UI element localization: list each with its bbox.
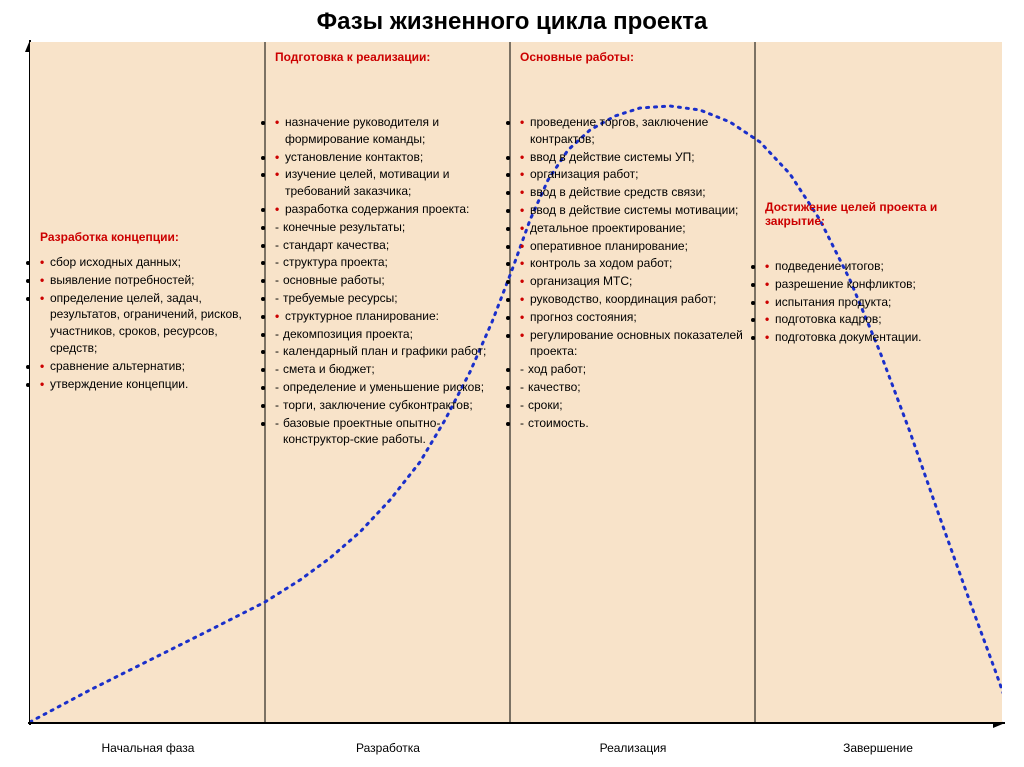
phase-item: базовые проектные опытно-конструктор-ски…: [275, 415, 500, 449]
phase-item: декомпозиция проекта;: [275, 326, 500, 343]
x-axis-label: Завершение: [843, 741, 913, 755]
phase-item: проведение торгов, заключение контрактов…: [520, 114, 745, 148]
phase-item: ввод в действие системы мотивации;: [520, 202, 745, 219]
phase-item: разрешение конфликтов;: [765, 276, 992, 293]
chart-area: Разработка концепции: сбор исходных данны…: [30, 42, 1002, 722]
phase-item: ввод в действие средств связи;: [520, 184, 745, 201]
x-axis-label: Разработка: [356, 741, 420, 755]
phase-item: выявление потребностей;: [40, 272, 255, 289]
phase-item: ввод в действие системы УП;: [520, 149, 745, 166]
x-axis-labels: Начальная фаза Разработка Реализация Заверш…: [30, 741, 1002, 761]
phase-item: подведение итогов;: [765, 258, 992, 275]
phase-item: структура проекта;: [275, 254, 500, 271]
phase-item: определение и уменьшение рисков;: [275, 379, 500, 396]
phase-item: организация работ;: [520, 166, 745, 183]
phase-item: оперативное планирование;: [520, 238, 745, 255]
page-title: Фазы жизненного цикла проекта: [0, 0, 1024, 40]
phase-items: проведение торгов, заключение контрактов…: [520, 114, 745, 431]
phase-item: подготовка кадров;: [765, 311, 992, 328]
phase-header: Достижение целей проекта и закрытие:: [765, 200, 992, 228]
phase-header: Основные работы:: [520, 50, 745, 64]
phase-item: регулирование основных показателей проек…: [520, 327, 745, 361]
phase-execution: Основные работы: проведение торгов, заклю…: [510, 42, 755, 722]
phase-item: испытания продукта;: [765, 294, 992, 311]
phase-item: разработка содержания проекта:: [275, 201, 500, 218]
phase-header: Подготовка к реализации:: [275, 50, 500, 64]
phase-item: утверждение концепции.: [40, 376, 255, 393]
x-axis-label: Реализация: [600, 741, 667, 755]
phase-items: назначение руководителя и формирование к…: [275, 114, 500, 448]
phase-item: прогноз состояния;: [520, 309, 745, 326]
phase-item: изучение целей, мотивации и требований з…: [275, 166, 500, 200]
phase-development: Подготовка к реализации: назначение руков…: [265, 42, 510, 722]
phase-item: подготовка документации.: [765, 329, 992, 346]
phase-item: сбор исходных данных;: [40, 254, 255, 271]
phase-item: определение целей, задач, результатов, о…: [40, 290, 255, 357]
phase-item: смета и бюджет;: [275, 361, 500, 378]
phase-item: качество;: [520, 379, 745, 396]
phase-items: подведение итогов;разрешение конфликтов;…: [765, 258, 992, 346]
phase-item: требуемые ресурсы;: [275, 290, 500, 307]
phase-item: структурное планирование:: [275, 308, 500, 325]
phase-item: основные работы;: [275, 272, 500, 289]
phase-item: назначение руководителя и формирование к…: [275, 114, 500, 148]
phase-item: руководство, координация работ;: [520, 291, 745, 308]
phase-item: организация МТС;: [520, 273, 745, 290]
phase-item: стоимость.: [520, 415, 745, 432]
phase-item: сроки;: [520, 397, 745, 414]
phase-item: установление контактов;: [275, 149, 500, 166]
phase-item: календарный план и графики работ;: [275, 343, 500, 360]
phase-item: ход работ;: [520, 361, 745, 378]
phase-item: сравнение альтернатив;: [40, 358, 255, 375]
phase-item: контроль за ходом работ;: [520, 255, 745, 272]
phase-items: сбор исходных данных;выявление потребнос…: [40, 254, 255, 392]
phase-closing: Достижение целей проекта и закрытие: подв…: [755, 42, 1002, 722]
x-axis-label: Начальная фаза: [102, 741, 195, 755]
phase-item: детальное проектирование;: [520, 220, 745, 237]
phase-header: Разработка концепции:: [40, 230, 255, 244]
phase-item: стандарт качества;: [275, 237, 500, 254]
phase-initial: Разработка концепции: сбор исходных данны…: [30, 42, 265, 722]
phase-item: конечные результаты;: [275, 219, 500, 236]
phase-item: торги, заключение субконтрактов;: [275, 397, 500, 414]
